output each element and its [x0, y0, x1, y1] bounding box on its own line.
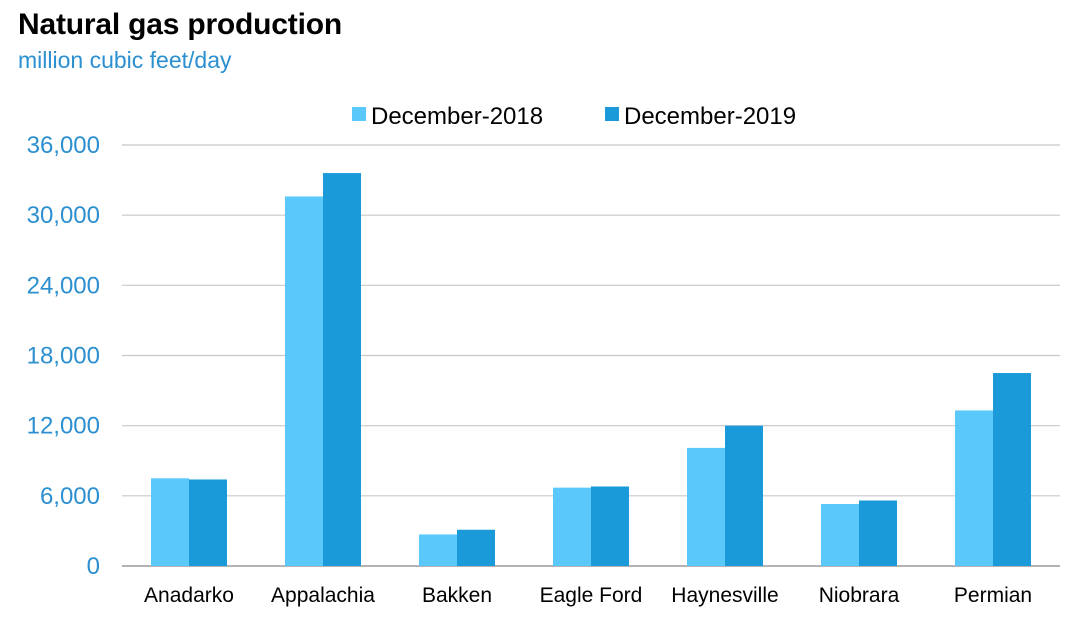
- x-tick-label: Anadarko: [144, 584, 234, 607]
- x-axis-ticks: Anadarko Appalachia Bakken Eagle Ford Haynes…: [144, 584, 1032, 607]
- x-tick-label: Appalachia: [271, 584, 375, 607]
- x-tick-label: Permian: [954, 584, 1032, 607]
- legend-label: December-2018: [371, 103, 543, 130]
- bar-dec-2018: [821, 504, 859, 566]
- y-tick-label: 6,000: [40, 483, 100, 510]
- bar-dec-2019: [189, 479, 227, 566]
- bars: [151, 173, 1031, 567]
- y-tick-label: 18,000: [27, 343, 100, 370]
- bar-dec-2019: [457, 529, 495, 566]
- bar-dec-2019: [993, 373, 1031, 566]
- x-tick-label: Bakken: [422, 584, 492, 607]
- bar-dec-2018: [151, 478, 189, 566]
- legend-swatch: [605, 107, 619, 121]
- chart-title: Natural gas production: [18, 8, 342, 41]
- bar-dec-2018: [955, 410, 993, 566]
- y-tick-label: 12,000: [27, 413, 100, 440]
- y-tick-label: 30,000: [27, 202, 100, 229]
- y-tick-label: 0: [87, 553, 100, 580]
- bar-dec-2019: [859, 500, 897, 566]
- x-tick-label: Eagle Ford: [540, 584, 643, 607]
- legend-swatch: [352, 107, 366, 121]
- bar-dec-2019: [591, 486, 629, 566]
- y-tick-label: 36,000: [27, 132, 100, 159]
- chart-subtitle: million cubic feet/day: [18, 47, 232, 73]
- bar-dec-2019: [323, 173, 361, 567]
- y-tick-label: 24,000: [27, 272, 100, 299]
- legend-label: December-2019: [624, 103, 796, 130]
- bar-dec-2018: [285, 196, 323, 566]
- bar-dec-2018: [553, 487, 591, 566]
- legend: December-2018 December-2019: [352, 103, 796, 130]
- bar-dec-2018: [687, 447, 725, 566]
- y-axis-ticks: 0 6,000 12,000 18,000 24,000 30,000 36,000: [27, 132, 100, 580]
- bar-dec-2018: [419, 534, 457, 566]
- x-tick-label: Haynesville: [671, 584, 778, 607]
- bar-dec-2019: [725, 425, 763, 566]
- x-tick-label: Niobrara: [819, 584, 900, 607]
